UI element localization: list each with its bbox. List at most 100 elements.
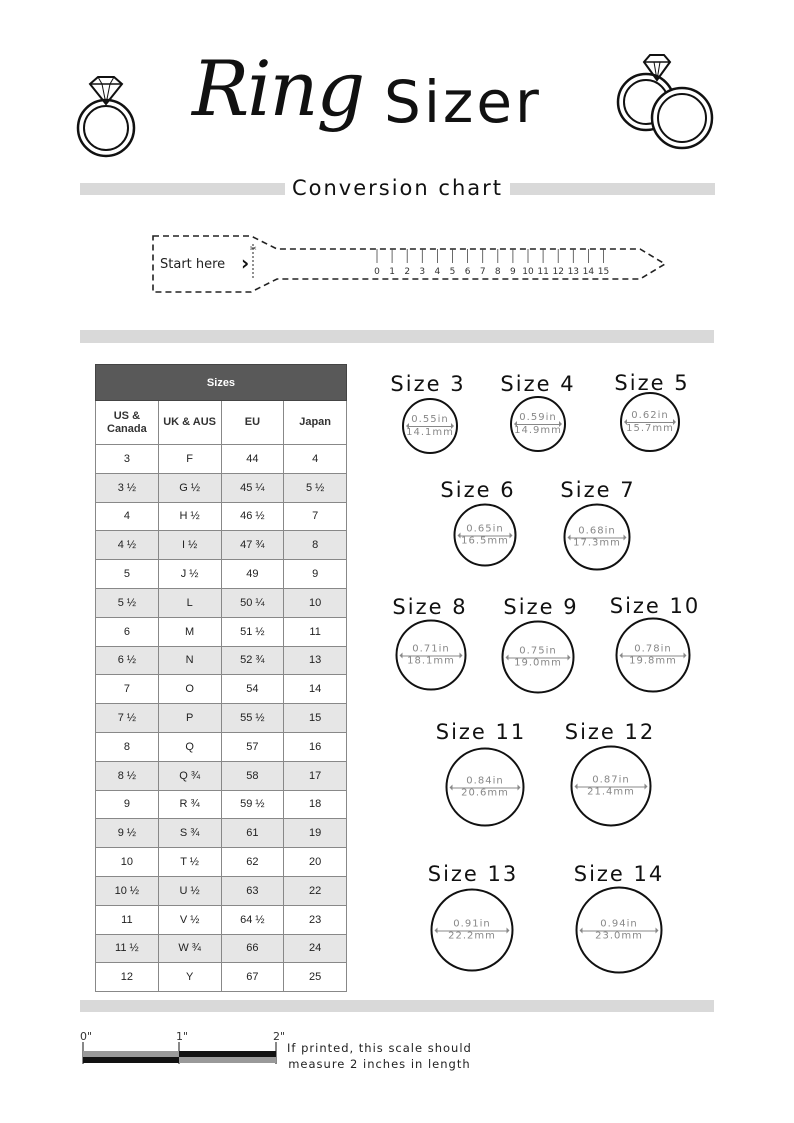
ring-size-circle: 0.59in 14.9mm xyxy=(510,396,566,452)
table-cell: 62 xyxy=(220,847,285,877)
diameter-mm: 14.9mm xyxy=(514,424,562,436)
diameter-inches: 0.87in xyxy=(592,774,630,786)
scale-note-line1: If printed, this scale should xyxy=(287,1041,472,1055)
diameter-inches: 0.71in xyxy=(412,643,450,655)
table-cell: Q ¾ xyxy=(157,760,222,791)
table-cell: 6 xyxy=(95,616,159,647)
table-cell: 3 xyxy=(95,444,159,474)
diameter-inches: 0.68in xyxy=(578,525,616,537)
table-cell: 4 xyxy=(283,444,347,474)
table-cell: 19 xyxy=(283,818,347,849)
table-cell: 3 ½ xyxy=(95,472,159,503)
table-cell: G ½ xyxy=(157,472,222,503)
size-label: Size 7 xyxy=(560,478,636,502)
table-row: 3 F 44 4 xyxy=(95,444,347,474)
diameter-inches: 0.84in xyxy=(466,775,504,787)
ring-size-circle: 0.87in 21.4mm xyxy=(570,745,652,827)
table-cell: 58 xyxy=(220,760,285,791)
size-label: Size 12 xyxy=(564,720,656,744)
table-cell: 11 ½ xyxy=(95,933,159,964)
diameter-inches: 0.59in xyxy=(519,412,557,424)
ruler-tick-label: 0 xyxy=(374,267,380,277)
divider-mid xyxy=(80,330,714,343)
diameter-mm: 14.1mm xyxy=(406,426,454,438)
two-inch-scale xyxy=(82,1042,277,1064)
table-cell: 55 ½ xyxy=(220,703,285,733)
scissors-icon: ✂ xyxy=(250,244,257,253)
table-cell: 61 xyxy=(220,818,285,849)
table-cell: I ½ xyxy=(157,530,222,561)
ring-size-circle: 0.78in 19.8mm xyxy=(615,617,691,693)
table-cell: 66 xyxy=(220,933,285,964)
table-cell: 9 xyxy=(283,559,347,589)
table-cell: 17 xyxy=(283,760,347,791)
table-cell: 5 ½ xyxy=(95,587,159,618)
table-cell: 49 xyxy=(220,559,285,589)
table-cell: 5 ½ xyxy=(283,472,347,503)
divider-left xyxy=(80,183,285,195)
diameter-arrow-icon xyxy=(505,654,571,660)
diameter-inches: 0.78in xyxy=(634,643,672,655)
table-cell: 63 xyxy=(220,875,285,906)
scale-mark-2: 2" xyxy=(273,1030,286,1043)
ruler-tick-label: 6 xyxy=(465,267,471,277)
chevron-right-icon: › xyxy=(241,251,250,275)
table-cell: 57 xyxy=(220,731,285,762)
scale-note: If printed, this scale should measure 2 … xyxy=(287,1040,472,1072)
table-cell: 67 xyxy=(220,962,285,993)
size-label: Size 6 xyxy=(440,478,516,502)
subtitle: Conversion chart xyxy=(291,176,503,200)
title-script: Ring xyxy=(192,44,365,133)
ruler-tick-label: 7 xyxy=(480,267,486,277)
diameter-arrow-icon xyxy=(514,421,562,427)
divider-right xyxy=(510,183,715,195)
ring-size-circle: 0.55in 14.1mm xyxy=(402,398,458,454)
table-cell: 10 xyxy=(95,847,159,877)
ruler-tick-label: 15 xyxy=(598,267,609,277)
diameter-inches: 0.91in xyxy=(453,918,491,930)
table-cell: J ½ xyxy=(157,559,222,589)
size-label: Size 13 xyxy=(427,862,519,886)
table-cell: 4 xyxy=(95,501,159,532)
table-cell: 50 ¼ xyxy=(220,587,285,618)
table-cell: L xyxy=(157,587,222,618)
table-cell: Y xyxy=(157,962,222,993)
diameter-arrow-icon xyxy=(434,927,510,933)
table-cell: H ½ xyxy=(157,501,222,532)
ruler-tick-label: 13 xyxy=(568,267,579,277)
table-cell: 13 xyxy=(283,645,347,676)
ruler-tick-label: 9 xyxy=(510,267,516,277)
table-row: 8 Q 57 16 xyxy=(95,731,347,762)
table-row: 11 V ½ 64 ½ 23 xyxy=(95,904,347,935)
diameter-mm: 15.7mm xyxy=(626,422,674,434)
table-cell: M xyxy=(157,616,222,647)
diameter-mm: 21.4mm xyxy=(587,786,635,798)
diameter-inches: 0.55in xyxy=(411,414,449,426)
table-cell: V ½ xyxy=(157,904,222,935)
scale-note-line2: measure 2 inches in length xyxy=(288,1057,471,1071)
diameter-mm: 18.1mm xyxy=(407,655,455,667)
table-cell: 7 xyxy=(283,501,347,532)
ring-size-circle: 0.65in 16.5mm xyxy=(453,503,517,567)
table-cell: W ¾ xyxy=(157,933,222,964)
diameter-arrow-icon xyxy=(579,927,659,933)
size-label: Size 14 xyxy=(573,862,665,886)
table-cell: 54 xyxy=(220,674,285,705)
size-label: Size 3 xyxy=(390,372,466,396)
table-title: Sizes xyxy=(95,364,347,401)
page-title: Sizer xyxy=(384,68,542,136)
table-cell: 51 ½ xyxy=(220,616,285,647)
table-row: 6 ½ N 52 ¾ 13 xyxy=(95,645,347,676)
table-cell: T ½ xyxy=(157,847,222,877)
size-label: Size 10 xyxy=(609,594,701,618)
size-label: Size 11 xyxy=(435,720,527,744)
table-cell: 22 xyxy=(283,875,347,906)
table-cell: 12 xyxy=(95,962,159,993)
divider-bottom xyxy=(80,1000,714,1012)
table-cell: P xyxy=(157,703,222,733)
